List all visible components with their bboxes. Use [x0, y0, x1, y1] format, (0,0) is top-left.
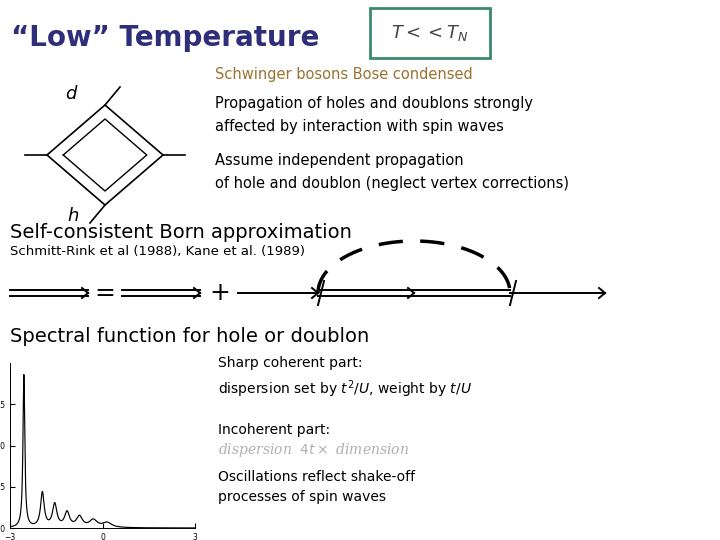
Text: Sharp coherent part:
dispersion set by $t^2/U$, weight by $t/U$: Sharp coherent part: dispersion set by $…	[218, 355, 472, 401]
Text: +: +	[210, 281, 230, 305]
Text: Assume independent propagation
of hole and doublon (neglect vertex corrections): Assume independent propagation of hole a…	[215, 153, 569, 191]
Text: =: =	[94, 281, 115, 305]
Text: $d$: $d$	[66, 85, 79, 103]
Text: “Low” Temperature: “Low” Temperature	[11, 24, 319, 52]
Text: Spectral function for hole or doublon: Spectral function for hole or doublon	[10, 327, 369, 347]
Text: Incoherent part:: Incoherent part:	[218, 423, 330, 437]
Text: Oscillations reflect shake-off
processes of spin waves: Oscillations reflect shake-off processes…	[218, 470, 415, 504]
Text: Schwinger bosons Bose condensed: Schwinger bosons Bose condensed	[215, 68, 473, 83]
Text: dispersion  $4t \times$ dimension: dispersion $4t \times$ dimension	[218, 441, 409, 459]
Text: Self-consistent Born approximation: Self-consistent Born approximation	[10, 222, 352, 241]
Text: $T << T_N$: $T << T_N$	[392, 23, 469, 43]
Text: Schmitt-Rink et al (1988), Kane et al. (1989): Schmitt-Rink et al (1988), Kane et al. (…	[10, 246, 305, 259]
Text: Propagation of holes and doublons strongly
affected by interaction with spin wav: Propagation of holes and doublons strong…	[215, 96, 533, 134]
Text: $h$: $h$	[67, 207, 79, 225]
Bar	[370, 8, 490, 58]
